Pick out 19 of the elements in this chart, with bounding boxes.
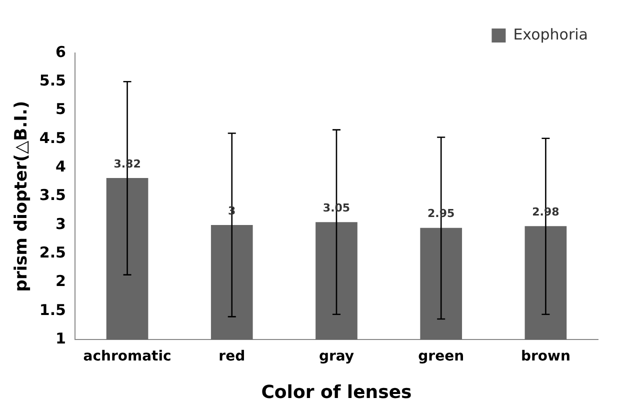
x-tick-label: green — [418, 348, 464, 365]
y-tick-label: 1.5 — [39, 300, 66, 319]
y-tick-label: 3.5 — [39, 186, 66, 204]
x-tick-label: gray — [318, 348, 354, 365]
y-tick-label: 3 — [56, 214, 66, 233]
y-tick-label: 2 — [56, 272, 66, 290]
x-axis-title: Color of lenses — [261, 382, 412, 403]
x-tick-label: red — [218, 348, 246, 365]
y-tick-label: 5 — [56, 100, 66, 118]
y-tick-label: 5.5 — [39, 72, 66, 90]
x-tick-label: brown — [520, 348, 570, 365]
y-tick-label: 4 — [56, 158, 66, 176]
y-axis-title: prism diopter(△B.I.) — [12, 100, 32, 292]
y-tick-label: 6 — [56, 42, 66, 61]
y-tick-label: 1 — [56, 329, 66, 348]
x-tick-label: achromatic — [83, 348, 172, 365]
legend-label: Exophoria — [513, 25, 588, 44]
y-tick-label: 4.5 — [39, 128, 66, 147]
y-tick-label: 2.5 — [39, 244, 66, 262]
